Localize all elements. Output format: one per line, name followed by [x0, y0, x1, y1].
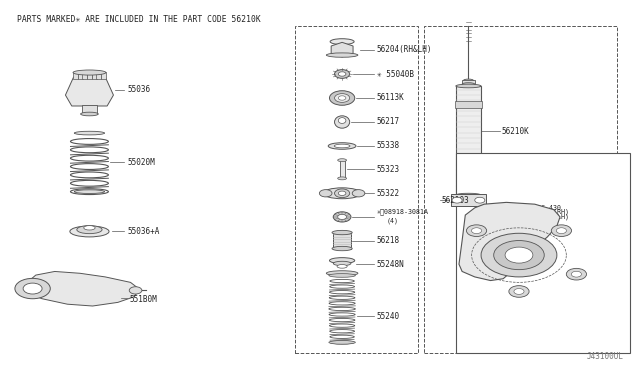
Ellipse shape [77, 226, 102, 234]
Ellipse shape [330, 39, 354, 45]
Bar [77, 72, 83, 79]
Ellipse shape [326, 271, 358, 276]
Circle shape [475, 197, 485, 203]
Bar [87, 72, 92, 79]
Ellipse shape [70, 226, 109, 237]
Bar [454, 101, 483, 108]
Bar [340, 160, 344, 178]
Ellipse shape [456, 193, 481, 197]
Bar [96, 72, 101, 79]
Circle shape [335, 94, 349, 102]
Bar [82, 105, 97, 114]
Circle shape [481, 233, 557, 277]
Text: 56204(RH&LH): 56204(RH&LH) [377, 45, 433, 54]
Circle shape [15, 278, 51, 299]
Text: 55338: 55338 [377, 141, 400, 151]
Ellipse shape [81, 112, 99, 116]
Ellipse shape [326, 53, 358, 57]
Ellipse shape [332, 230, 352, 235]
Text: 55036: 55036 [127, 85, 150, 94]
Circle shape [572, 271, 582, 277]
Text: 55036+A: 55036+A [127, 227, 160, 236]
Circle shape [339, 72, 346, 76]
Circle shape [129, 287, 142, 294]
Text: J43100UL: J43100UL [586, 352, 623, 360]
Text: ✳ 55040B: ✳ 55040B [377, 70, 414, 78]
Ellipse shape [323, 188, 361, 199]
Text: SEC.430: SEC.430 [534, 205, 561, 211]
Text: 56210K: 56210K [502, 127, 530, 136]
Text: PARTS MARKED✳ ARE INCLUDED IN THE PART CODE 56210K: PARTS MARKED✳ ARE INCLUDED IN THE PART C… [17, 15, 260, 24]
Bar [451, 194, 486, 206]
Text: 56217: 56217 [377, 118, 400, 126]
Ellipse shape [338, 177, 346, 180]
Ellipse shape [73, 70, 106, 75]
Text: 562103: 562103 [442, 196, 470, 205]
Ellipse shape [338, 159, 346, 162]
Text: 55020M: 55020M [127, 158, 155, 167]
Circle shape [493, 241, 544, 270]
Circle shape [335, 189, 349, 198]
Circle shape [514, 289, 524, 294]
Circle shape [319, 190, 332, 197]
Circle shape [551, 225, 572, 237]
Text: 551B0M: 551B0M [129, 295, 157, 304]
Ellipse shape [329, 274, 355, 277]
Ellipse shape [462, 83, 475, 86]
Circle shape [472, 228, 481, 234]
Circle shape [23, 283, 42, 294]
Bar [92, 72, 97, 79]
Circle shape [452, 197, 462, 203]
Bar [456, 153, 630, 353]
Polygon shape [459, 202, 560, 280]
Text: 56218: 56218 [377, 236, 400, 245]
Circle shape [467, 225, 486, 237]
Circle shape [338, 214, 346, 219]
Polygon shape [331, 42, 353, 57]
Text: ✳Ⓝ08918-3081A: ✳Ⓝ08918-3081A [377, 208, 429, 215]
Ellipse shape [335, 116, 349, 128]
Bar [424, 26, 617, 353]
Ellipse shape [330, 258, 355, 263]
Circle shape [333, 212, 351, 222]
Bar [456, 86, 481, 195]
Ellipse shape [463, 79, 474, 82]
Ellipse shape [329, 340, 355, 344]
Text: 43052(RH): 43052(RH) [534, 209, 570, 215]
Bar [333, 232, 351, 248]
Ellipse shape [328, 143, 356, 149]
Ellipse shape [333, 261, 351, 266]
Bar [462, 80, 475, 84]
Polygon shape [65, 77, 113, 106]
Text: 55323: 55323 [377, 165, 400, 174]
Ellipse shape [339, 118, 346, 124]
Circle shape [566, 268, 586, 280]
Ellipse shape [74, 190, 104, 193]
Ellipse shape [332, 246, 352, 251]
Bar [73, 72, 78, 79]
Text: 55248N: 55248N [377, 260, 404, 269]
Ellipse shape [456, 84, 481, 88]
Ellipse shape [84, 226, 95, 230]
Circle shape [509, 286, 529, 297]
Polygon shape [22, 272, 140, 306]
Circle shape [339, 96, 346, 100]
Circle shape [330, 91, 355, 105]
Ellipse shape [337, 264, 347, 268]
Ellipse shape [334, 144, 350, 148]
Text: 56113K: 56113K [377, 93, 404, 103]
Circle shape [335, 70, 349, 78]
Ellipse shape [74, 131, 104, 135]
Text: 55240: 55240 [377, 312, 400, 321]
Text: 55322: 55322 [377, 189, 400, 198]
Bar [101, 72, 106, 79]
Bar [295, 26, 418, 353]
Circle shape [352, 190, 365, 197]
Circle shape [339, 191, 346, 195]
Bar [83, 72, 87, 79]
Text: 43053(LH): 43053(LH) [534, 213, 570, 220]
Circle shape [505, 247, 533, 263]
Circle shape [556, 228, 566, 234]
Text: (4): (4) [387, 217, 398, 224]
